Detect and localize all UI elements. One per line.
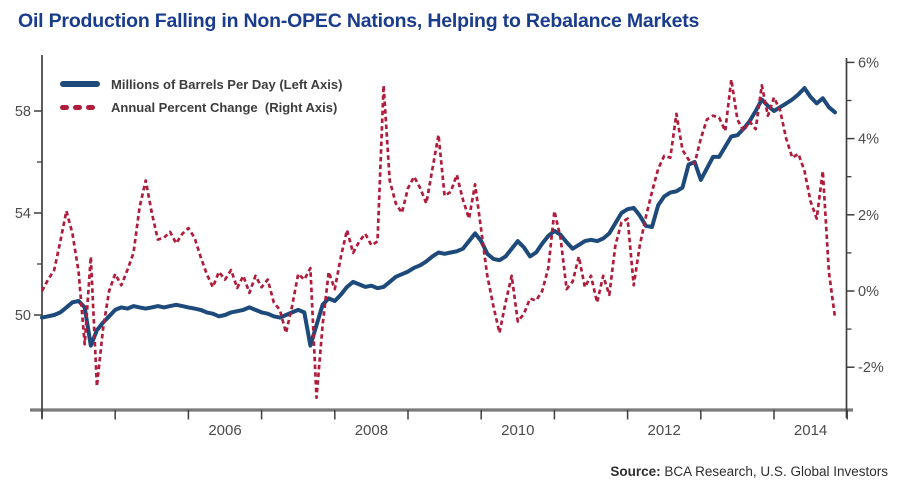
- page-title: Oil Production Falling in Non-OPEC Natio…: [18, 10, 700, 32]
- left-tick-label: 50: [15, 308, 31, 324]
- x-tick-label: 2012: [648, 422, 681, 439]
- right-tick-label: 4%: [858, 132, 879, 148]
- right-tick-label: -2%: [858, 360, 884, 376]
- x-tick-label: 2006: [208, 422, 241, 439]
- x-tick-label: 2010: [501, 422, 534, 439]
- pct-change-line: [40, 78, 837, 400]
- x-tick-label: 2014: [794, 422, 827, 439]
- right-tick-label: 0%: [858, 284, 879, 300]
- chart-legend: Millions of Barrels Per Day (Left Axis) …: [60, 74, 342, 120]
- right-tick-label: 2%: [858, 208, 879, 224]
- left-tick-label: 58: [15, 104, 31, 120]
- right-tick-label: 6%: [858, 55, 879, 71]
- legend-item-pct-change: Annual Percent Change (Right Axis): [60, 97, 342, 117]
- source-label: Source:: [610, 464, 661, 479]
- pct-change-dashed-swatch-icon: [60, 104, 102, 110]
- source-text: BCA Research, U.S. Global Investors: [660, 464, 888, 479]
- legend-label-pct-change: Annual Percent Change (Right Axis): [111, 99, 338, 115]
- legend-item-production: Millions of Barrels Per Day (Left Axis): [60, 74, 342, 94]
- legend-label-production: Millions of Barrels Per Day (Left Axis): [111, 76, 343, 92]
- left-tick-label: 54: [15, 206, 31, 222]
- production-line-swatch-icon: [60, 81, 102, 87]
- production-line: [40, 86, 837, 348]
- x-tick-label: 2008: [355, 422, 388, 439]
- source-attribution: Source: BCA Research, U.S. Global Invest…: [610, 464, 888, 479]
